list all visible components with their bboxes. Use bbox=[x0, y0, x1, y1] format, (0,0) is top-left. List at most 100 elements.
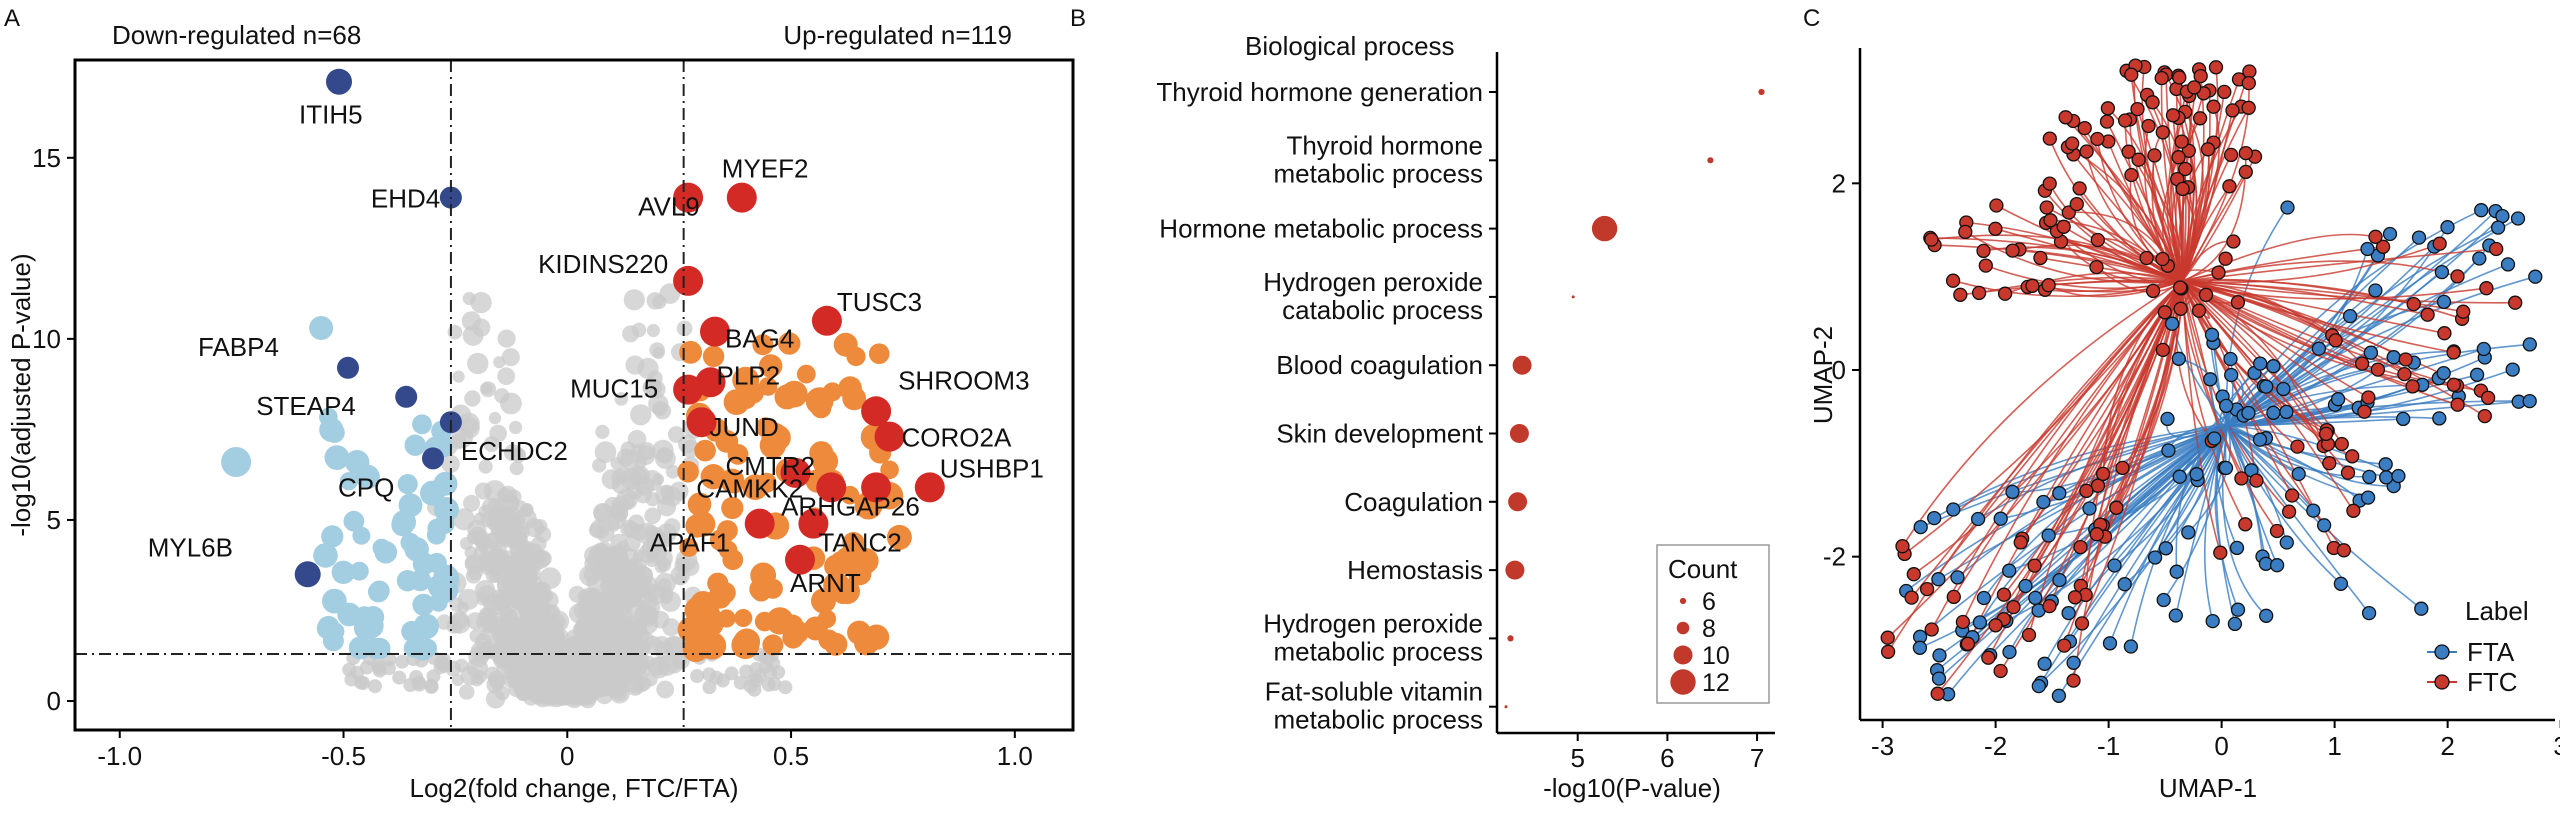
down-point bbox=[313, 543, 338, 568]
trajectory-curve bbox=[2214, 425, 2239, 610]
enrichment-dot bbox=[1508, 492, 1528, 512]
umap-point bbox=[1927, 510, 1942, 526]
umap-point bbox=[2160, 411, 2175, 427]
umap-point bbox=[2154, 70, 2169, 86]
gene-label-coro2a: CORO2A bbox=[902, 423, 1012, 453]
umap-point bbox=[2211, 265, 2226, 280]
trajectory-curve bbox=[1887, 280, 2183, 639]
umap-point bbox=[2238, 145, 2253, 161]
umap-point bbox=[2219, 398, 2234, 414]
trajectory-curve bbox=[2181, 280, 2486, 417]
umap-point bbox=[2042, 131, 2057, 146]
ns-point bbox=[496, 647, 514, 665]
trajectory-curve bbox=[2165, 425, 2229, 549]
umap-point bbox=[1930, 686, 1945, 701]
ns-point bbox=[652, 401, 668, 417]
umap-point bbox=[2437, 326, 2452, 341]
up-point bbox=[778, 332, 801, 355]
labeled-point-arnt bbox=[785, 544, 815, 575]
umap-point bbox=[2077, 120, 2092, 136]
up-regulated-title: Up-regulated n=119 bbox=[783, 20, 1012, 50]
ns-point bbox=[477, 585, 496, 604]
ns-point bbox=[647, 543, 667, 563]
trajectory-curve bbox=[2182, 280, 2363, 365]
up-point bbox=[838, 376, 862, 400]
ns-point bbox=[620, 441, 637, 458]
ns-point bbox=[634, 584, 649, 599]
umap-point bbox=[2130, 101, 2145, 117]
up-point bbox=[727, 444, 749, 465]
umap-point bbox=[2259, 379, 2274, 394]
ns-point bbox=[533, 519, 548, 534]
labeled-point-bag4 bbox=[700, 316, 730, 347]
ns-point bbox=[656, 680, 675, 699]
umap-point bbox=[2124, 67, 2139, 82]
umap-point bbox=[2528, 269, 2543, 284]
up-point bbox=[810, 397, 832, 419]
umap-point bbox=[2420, 307, 2435, 322]
count-legend-label: 8 bbox=[1702, 615, 1716, 643]
ns-point bbox=[483, 436, 500, 452]
ns-point bbox=[514, 567, 529, 582]
category-label: Thyroid hormone bbox=[1286, 130, 1483, 160]
umap-point bbox=[1955, 614, 1971, 630]
ns-point bbox=[464, 553, 485, 574]
category-label: Hydrogen peroxide bbox=[1263, 608, 1483, 638]
labeled-point-tanc2 bbox=[798, 508, 829, 539]
up-point bbox=[700, 464, 726, 490]
umap-point bbox=[2322, 456, 2337, 471]
umap-point bbox=[2398, 352, 2413, 367]
down-point bbox=[433, 471, 458, 496]
umap-point bbox=[2290, 439, 2305, 454]
ns-point bbox=[523, 620, 539, 635]
umap-point bbox=[2280, 200, 2295, 215]
category-label: metabolic process bbox=[1273, 705, 1483, 735]
ns-point bbox=[763, 665, 777, 680]
ns-point bbox=[644, 507, 661, 525]
trajectory-curve bbox=[2181, 107, 2250, 282]
labeled-point-jund bbox=[686, 407, 717, 438]
umap-point bbox=[2178, 161, 2193, 177]
umap-point bbox=[2205, 613, 2220, 629]
umap-point bbox=[2357, 404, 2372, 419]
ns-point bbox=[485, 599, 498, 612]
umap-point bbox=[2279, 404, 2294, 420]
ns-point bbox=[634, 486, 652, 504]
umap-point bbox=[2229, 540, 2245, 556]
trajectory-curve bbox=[2226, 348, 2320, 427]
ns-point bbox=[715, 673, 730, 688]
umap-point bbox=[2141, 118, 2156, 134]
umap-point bbox=[2361, 390, 2376, 405]
ns-point bbox=[486, 676, 504, 694]
umap-point bbox=[2474, 203, 2489, 218]
x-tick-label: 0 bbox=[2214, 731, 2228, 761]
umap-point bbox=[2173, 280, 2188, 295]
umap-point bbox=[2155, 125, 2170, 140]
umap-point bbox=[2330, 392, 2346, 407]
umap-point bbox=[2226, 234, 2241, 249]
labeled-point-camkk2 bbox=[816, 472, 847, 503]
umap-point bbox=[2434, 264, 2450, 280]
category-label: Skin development bbox=[1276, 419, 1483, 449]
umap-point bbox=[2164, 316, 2180, 331]
umap-point bbox=[2181, 525, 2196, 540]
ns-point bbox=[469, 628, 484, 643]
ns-point bbox=[579, 610, 593, 623]
count-legend-dot bbox=[1670, 669, 1696, 695]
umap-point bbox=[2065, 136, 2080, 151]
umap-point bbox=[2396, 411, 2411, 427]
category-label: Hormone metabolic process bbox=[1159, 214, 1483, 244]
umap-point bbox=[2230, 295, 2246, 310]
umap-point bbox=[2072, 181, 2087, 196]
umap-point bbox=[2041, 528, 2056, 543]
umap-point bbox=[2386, 350, 2401, 365]
umap-point bbox=[2056, 219, 2071, 234]
trajectory-curve bbox=[2182, 280, 2464, 313]
up-point bbox=[781, 614, 804, 637]
gene-label-avl9: AVL9 bbox=[638, 192, 700, 222]
ns-point bbox=[433, 660, 448, 675]
umap-point bbox=[2489, 241, 2504, 257]
umap-point bbox=[2223, 351, 2238, 367]
umap-point bbox=[2259, 608, 2274, 623]
labeled-point-kidins220 bbox=[673, 265, 704, 296]
